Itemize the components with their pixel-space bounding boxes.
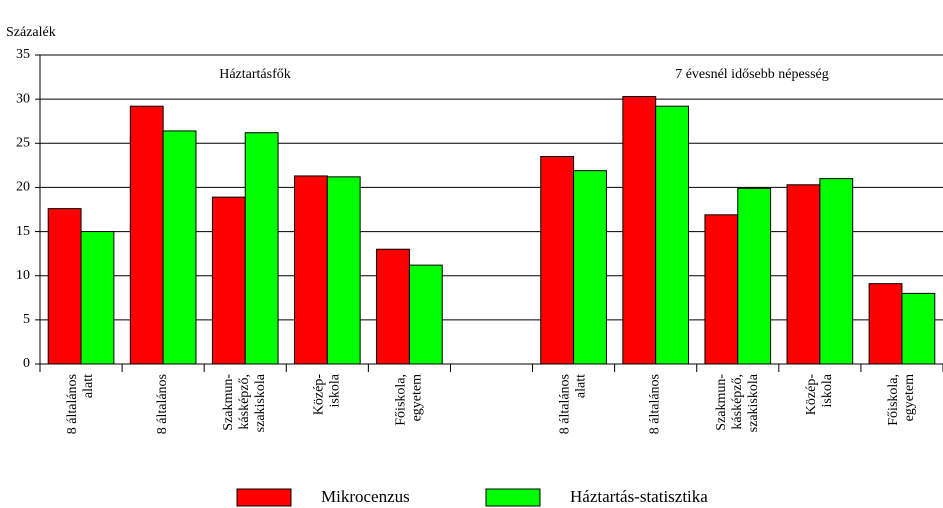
bar bbox=[737, 187, 772, 365]
x-tick-label: Közép-iskola bbox=[312, 373, 343, 415]
bar bbox=[244, 132, 279, 365]
bar bbox=[819, 178, 854, 365]
legend-label: Mikrocenzus bbox=[321, 487, 410, 506]
x-tick-label: Szakmun-kásképző,szakiskola bbox=[221, 373, 268, 432]
x-tick-label: 8 általános bbox=[155, 374, 170, 434]
x-tick-label-line: szakiskola bbox=[746, 373, 761, 432]
x-tick-label: 8 általánosalatt bbox=[65, 374, 96, 434]
x-tick-label-line: Szakmun- bbox=[221, 374, 236, 431]
bar bbox=[540, 156, 575, 365]
bar bbox=[868, 283, 903, 365]
x-tick-label-line: kásképző, bbox=[237, 374, 252, 430]
bar bbox=[622, 95, 657, 365]
x-tick-label-line: Közép- bbox=[804, 374, 819, 416]
bar bbox=[573, 170, 607, 365]
bar bbox=[901, 292, 936, 365]
y-tick-label: 15 bbox=[16, 224, 30, 239]
bar bbox=[408, 264, 443, 365]
x-tick-label-line: alatt bbox=[81, 374, 96, 398]
x-tick-label-line: kásképző, bbox=[730, 374, 745, 430]
x-tick-label-line: 8 általános bbox=[155, 374, 170, 434]
y-axis-label: Százalék bbox=[6, 25, 56, 40]
x-tick-label: Főiskola,egyetem bbox=[394, 374, 425, 426]
y-tick-label: 20 bbox=[16, 180, 30, 195]
bar bbox=[129, 105, 164, 365]
x-tick-label-line: 8 általános bbox=[558, 374, 573, 434]
legend-swatch bbox=[236, 488, 292, 507]
legend-swatch bbox=[485, 488, 541, 507]
x-tick-label-line: Főiskola, bbox=[394, 374, 409, 426]
x-tick-label-line: 8 általános bbox=[65, 374, 80, 434]
y-tick-label: 5 bbox=[23, 312, 30, 327]
x-tick-label-line: egyetem bbox=[902, 374, 917, 422]
bar bbox=[704, 214, 739, 365]
x-tick-label-line: 8 általános bbox=[648, 374, 663, 434]
y-tick-label: 25 bbox=[16, 136, 30, 151]
bar bbox=[162, 130, 197, 365]
bar bbox=[655, 105, 690, 365]
bar bbox=[786, 184, 821, 365]
y-tick-label: 10 bbox=[16, 268, 30, 283]
bar bbox=[326, 176, 361, 365]
x-tick-label-line: egyetem bbox=[410, 374, 425, 422]
x-tick-label-line: alatt bbox=[574, 374, 589, 398]
y-tick-label: 30 bbox=[16, 91, 30, 106]
x-tick-label-line: iskola bbox=[820, 373, 835, 407]
bar bbox=[211, 196, 246, 365]
bar bbox=[293, 175, 328, 365]
x-tick-label: 8 általános bbox=[648, 374, 663, 434]
x-tick-label: Főiskola,egyetem bbox=[886, 374, 917, 426]
x-tick-label: Közép-iskola bbox=[804, 373, 835, 415]
x-tick-label-line: Főiskola, bbox=[886, 374, 901, 426]
x-tick-label-line: Közép- bbox=[312, 374, 327, 416]
y-tick-label: 35 bbox=[16, 47, 30, 62]
legend-label: Háztartás-statisztika bbox=[570, 487, 708, 506]
x-tick-label: 8 általánosalatt bbox=[558, 374, 589, 434]
x-tick-label-line: szakiskola bbox=[253, 373, 268, 432]
bar bbox=[47, 208, 82, 365]
x-tick-label: Szakmun-kásképző,szakiskola bbox=[714, 373, 761, 432]
x-tick-label-line: iskola bbox=[328, 373, 343, 407]
x-tick-label-line: Szakmun- bbox=[714, 374, 729, 431]
bar bbox=[80, 231, 115, 365]
y-tick-label: 0 bbox=[23, 356, 30, 371]
bar bbox=[376, 248, 410, 365]
annotation: Háztartásfők bbox=[219, 67, 291, 82]
annotation: 7 évesnél idősebb népesség bbox=[675, 67, 829, 82]
